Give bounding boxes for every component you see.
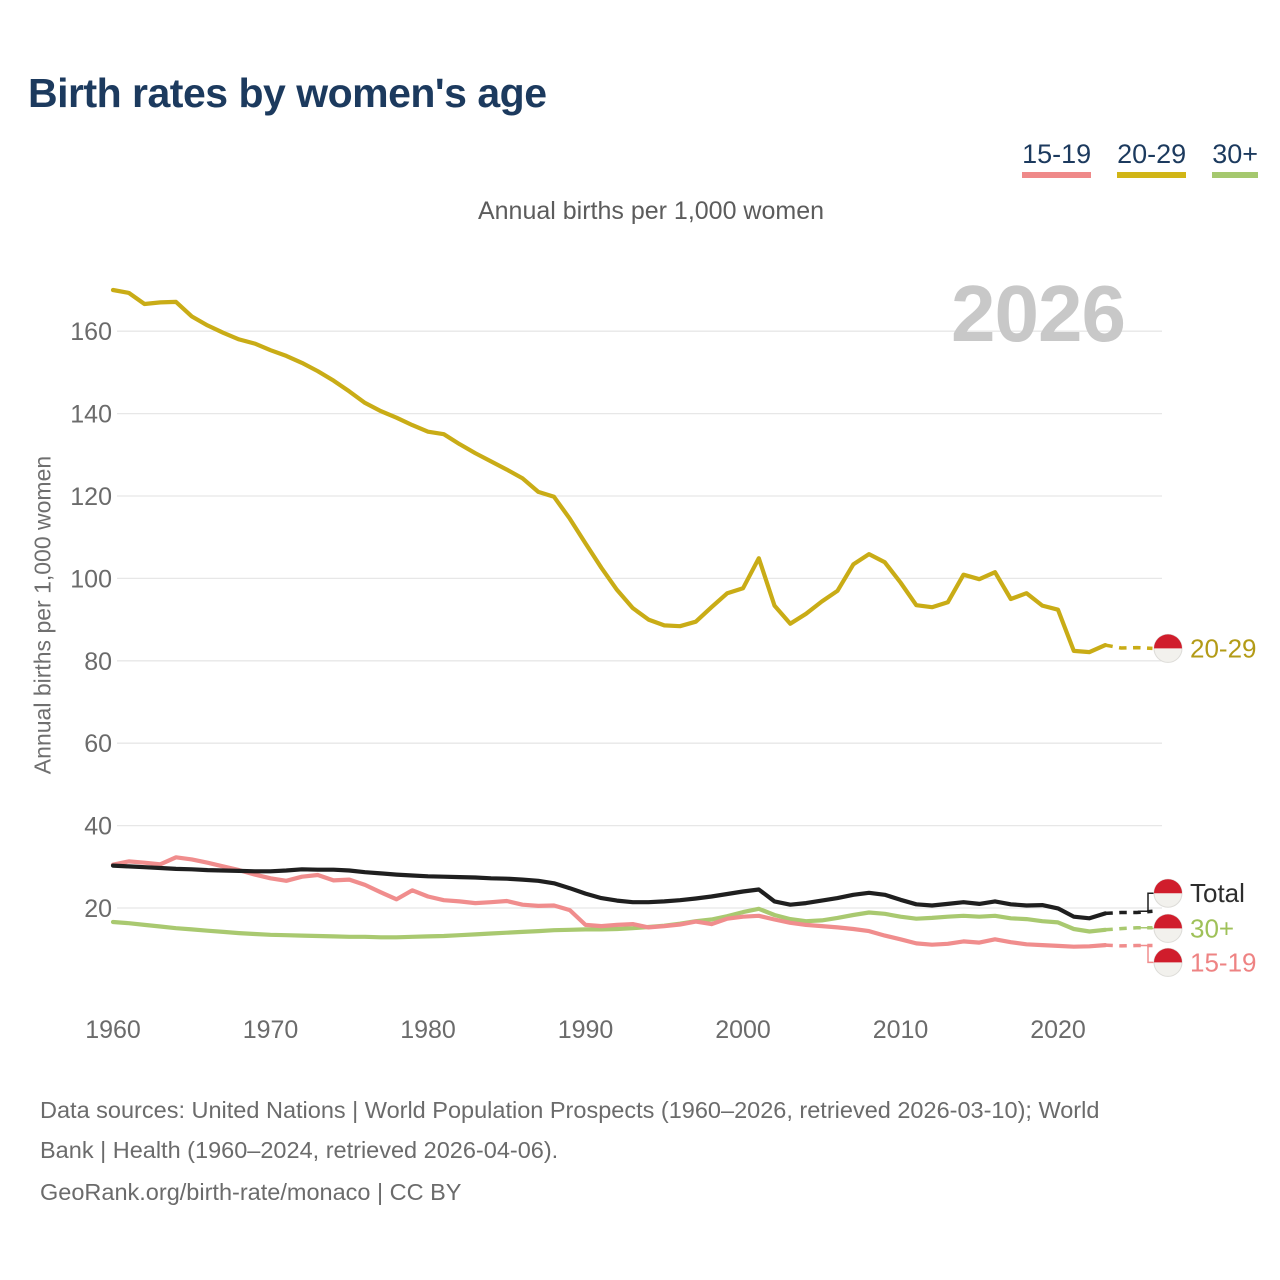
series-projection-20-29 <box>1104 643 1153 651</box>
series-line-Total <box>110 863 1108 921</box>
y-tick-label: 140 <box>70 401 112 429</box>
series-line-20-29 <box>110 287 1108 655</box>
x-tick-label: 2020 <box>1030 1016 1086 1044</box>
series-line-15-19 <box>110 855 1108 949</box>
monaco-flag-red-half <box>1154 948 1182 963</box>
legend-item-20-29[interactable]: 20-29 <box>1117 139 1187 178</box>
x-tick-label: 2000 <box>715 1016 771 1044</box>
y-tick-label: 80 <box>84 648 112 676</box>
monaco-flag-red-half <box>1154 634 1182 649</box>
y-tick-label: 40 <box>84 813 112 841</box>
monaco-flag-red-half <box>1154 914 1182 929</box>
y-tick-label: 160 <box>70 318 112 346</box>
page-title: Birth rates by women's age <box>28 70 547 116</box>
y-tick-label: 120 <box>70 483 112 511</box>
x-tick-label: 1990 <box>558 1016 614 1044</box>
end-label-15-19: 15-19 <box>1190 947 1257 977</box>
x-tick-label: 2010 <box>873 1016 929 1044</box>
y-tick-label: 60 <box>84 730 112 758</box>
x-tick-label: 1980 <box>400 1016 456 1044</box>
series-line-30+ <box>110 906 1108 940</box>
end-label-Total: Total <box>1190 878 1245 908</box>
data-sources-line-2: Bank | Health (1960–2024, retrieved 2026… <box>40 1136 559 1163</box>
x-tick-label: 1970 <box>243 1016 299 1044</box>
chart-subtitle: Annual births per 1,000 women <box>477 197 825 225</box>
y-tick-label: 100 <box>70 565 112 593</box>
legend-item-15-19[interactable]: 15-19 <box>1022 139 1092 178</box>
attribution-line: GeoRank.org/birth-rate/monaco | CC BY <box>40 1179 462 1205</box>
year-watermark: 2026 <box>951 269 1126 358</box>
data-sources-line-1: Data sources: United Nations | World Pop… <box>40 1097 1100 1123</box>
footer-credits: Data sources: United Nations | World Pop… <box>40 1091 1240 1213</box>
end-label-30+: 30+ <box>1190 913 1234 943</box>
x-tick-label: 1960 <box>85 1016 141 1044</box>
legend-item-30plus[interactable]: 30+ <box>1212 139 1258 178</box>
end-label-20-29: 20-29 <box>1190 633 1257 663</box>
y-tick-label: 20 <box>84 895 112 923</box>
legend: 15-19 20-29 30+ <box>1022 139 1258 178</box>
monaco-flag-red-half <box>1154 879 1182 894</box>
